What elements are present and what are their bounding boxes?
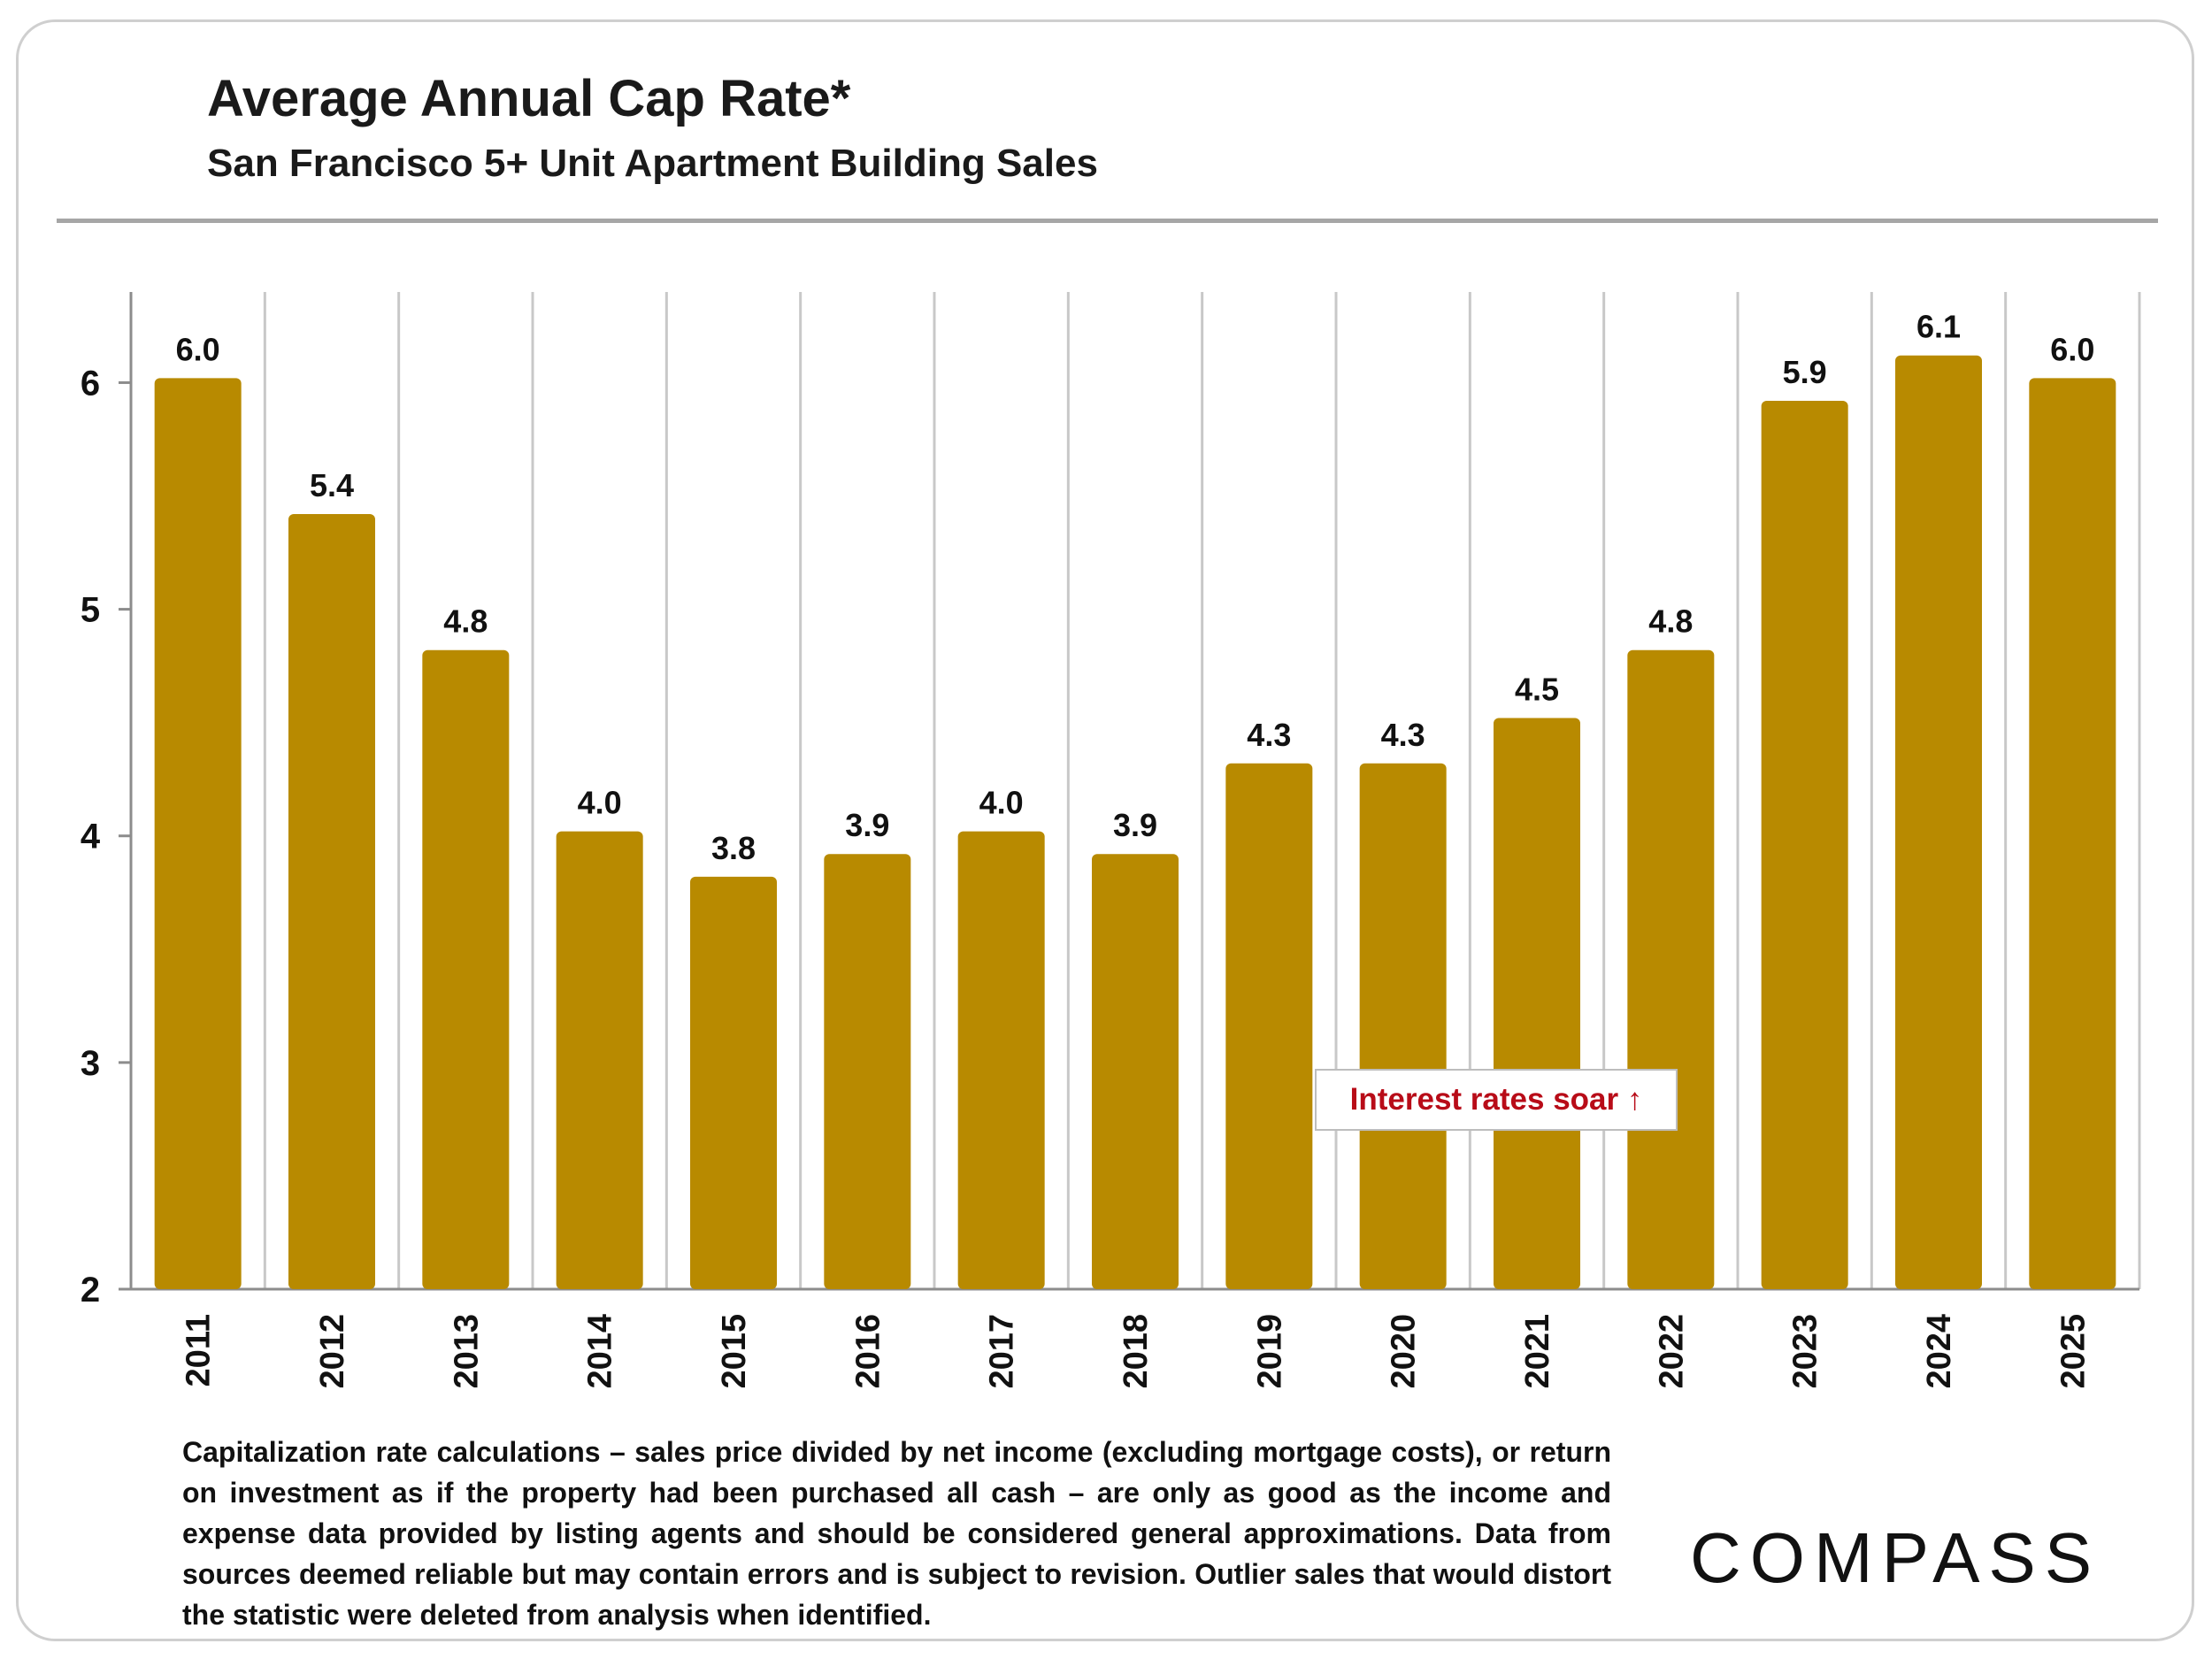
bar bbox=[690, 876, 777, 1289]
x-tick-label: 2020 bbox=[1386, 1314, 1423, 1389]
bar bbox=[2029, 378, 2116, 1290]
bar bbox=[422, 649, 510, 1289]
x-tick-label: 2022 bbox=[1653, 1314, 1690, 1389]
bar bbox=[1627, 649, 1715, 1289]
bar bbox=[957, 831, 1045, 1289]
x-tick-label: 2024 bbox=[1921, 1314, 1958, 1389]
y-tick-label: 2 bbox=[81, 1271, 100, 1310]
bar bbox=[1359, 763, 1447, 1289]
data-label: 4.3 bbox=[1381, 717, 1425, 753]
data-label: 4.5 bbox=[1515, 672, 1559, 708]
data-label: 3.9 bbox=[845, 807, 889, 843]
compass-logo: COMPASS bbox=[1690, 1518, 2101, 1597]
data-label: 6.1 bbox=[1916, 309, 1961, 345]
x-tick-label: 2015 bbox=[716, 1314, 753, 1389]
bar bbox=[1761, 400, 1848, 1290]
x-tick-label: 2023 bbox=[1787, 1314, 1824, 1389]
x-tick-label: 2017 bbox=[984, 1314, 1021, 1389]
x-tick-label: 2018 bbox=[1118, 1314, 1155, 1389]
x-tick-label: 2021 bbox=[1519, 1314, 1556, 1389]
data-label: 6.0 bbox=[176, 331, 220, 367]
data-label: 4.8 bbox=[1648, 603, 1693, 640]
data-label: 3.9 bbox=[1113, 807, 1157, 843]
x-tick-label: 2012 bbox=[314, 1314, 351, 1389]
y-tick-label: 3 bbox=[81, 1044, 100, 1083]
x-tick-label: 2011 bbox=[180, 1314, 218, 1386]
y-tick-label: 5 bbox=[81, 591, 100, 630]
footnote: Capitalization rate calculations – sales… bbox=[182, 1436, 1611, 1631]
x-tick-label: 2019 bbox=[1251, 1314, 1288, 1389]
bar-chart: 2 3 4 5 6 6.0 2011 5.4 2012 4.8 2013 4.0 2014 3.8 2015… bbox=[81, 292, 2141, 1389]
header-divider bbox=[57, 219, 2158, 223]
data-label: 4.0 bbox=[979, 785, 1024, 821]
data-label: 6.0 bbox=[2050, 331, 2094, 367]
bar bbox=[824, 854, 911, 1289]
bar bbox=[556, 831, 643, 1289]
data-label: 3.8 bbox=[711, 830, 756, 866]
chart-subtitle: San Francisco 5+ Unit Apartment Building… bbox=[207, 142, 1098, 185]
bar bbox=[288, 514, 375, 1289]
data-label: 4.8 bbox=[443, 603, 488, 640]
bar bbox=[1225, 763, 1313, 1289]
x-tick-label: 2014 bbox=[582, 1314, 619, 1389]
x-tick-label: 2013 bbox=[448, 1314, 485, 1389]
interest-rates-annotation: Interest rates soar ↑ bbox=[1315, 1069, 1678, 1131]
chart-title: Average Annual Cap Rate* bbox=[207, 70, 851, 127]
bar bbox=[1895, 355, 1982, 1290]
bar bbox=[154, 378, 242, 1290]
data-label: 5.4 bbox=[310, 467, 354, 503]
x-tick-label: 2016 bbox=[849, 1314, 887, 1389]
data-label: 5.9 bbox=[1783, 354, 1827, 390]
data-label: 4.0 bbox=[578, 785, 622, 821]
bar bbox=[1494, 718, 1580, 1289]
y-tick-label: 6 bbox=[81, 364, 100, 403]
x-tick-label: 2025 bbox=[2055, 1314, 2092, 1389]
y-tick-label: 4 bbox=[81, 818, 101, 856]
data-label: 4.3 bbox=[1247, 717, 1291, 753]
bar bbox=[1092, 854, 1179, 1289]
